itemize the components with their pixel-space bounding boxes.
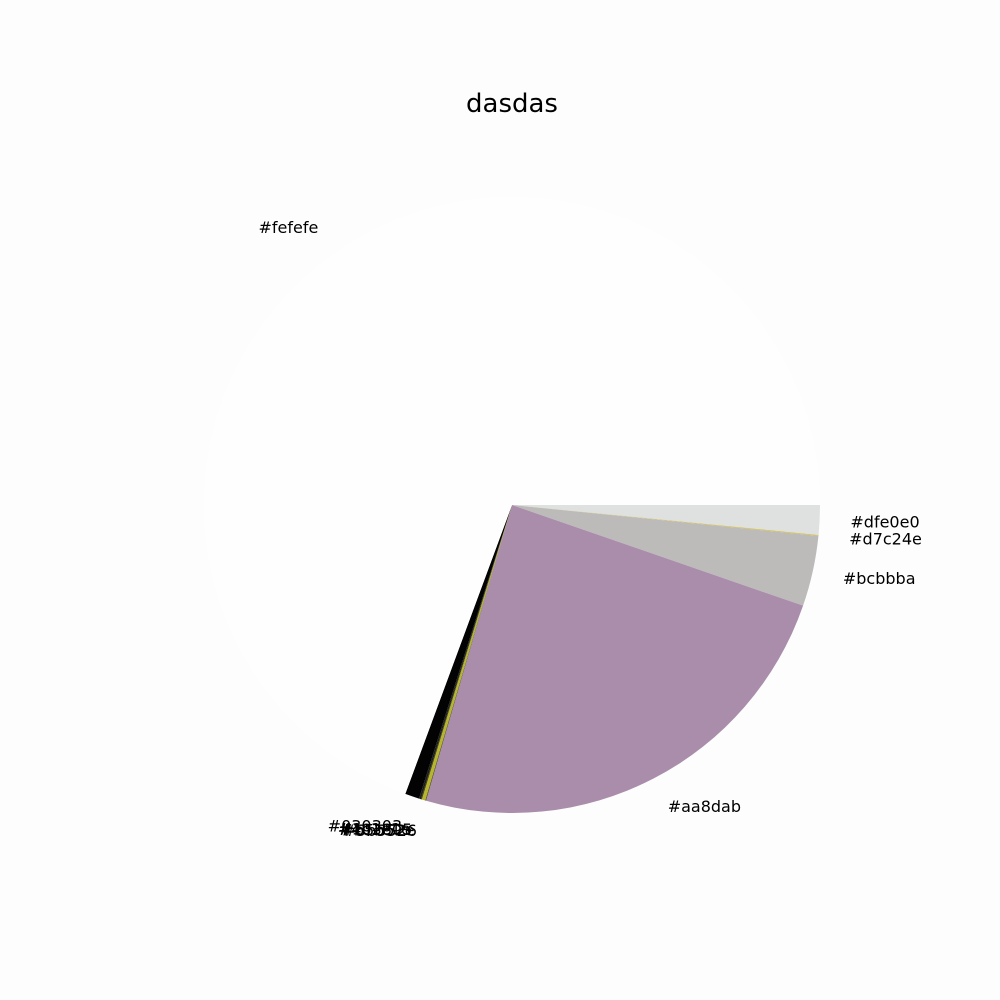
slice-label: #403805: [338, 820, 412, 839]
pie-slice: [421, 505, 512, 801]
pie-slice: [426, 505, 804, 813]
slice-label: #dfe0e0: [850, 512, 919, 531]
pie-slice: [512, 505, 821, 535]
pie-slice: [419, 505, 512, 800]
pie-slice: [204, 196, 820, 794]
pie-slice: [405, 505, 512, 799]
pie-labels: #dfe0e0#d7c24e #bcbbba #aa8dab #5b5526#b5b5…: [258, 218, 921, 840]
slice-label: #fefefe: [258, 218, 318, 237]
slice-label: #030303: [328, 816, 402, 835]
slice-label: #bcbbba: [843, 569, 916, 588]
pie-slice: [425, 505, 512, 801]
slice-label: #1c1e1e: [338, 819, 410, 838]
slice-label: #aa8dab: [668, 797, 741, 816]
slice-label: #5b5526: [342, 821, 416, 840]
slice-label: #d7c24e: [849, 529, 922, 548]
pie-slice: [512, 505, 819, 536]
slice-label: #b5b52e: [341, 821, 415, 840]
pie-slices: [204, 196, 821, 813]
pie-slice: [420, 505, 512, 800]
pie-slice: [512, 505, 819, 606]
chart-title: dasdas: [466, 89, 558, 119]
